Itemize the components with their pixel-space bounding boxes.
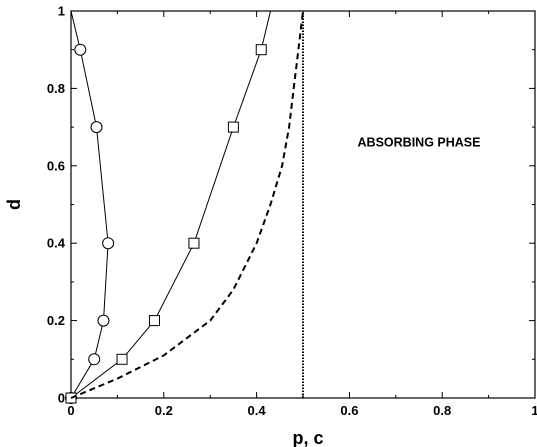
y-tick-label: 0.8 (47, 81, 65, 96)
y-tick-label: 0.4 (47, 236, 66, 251)
x-tick-label: 0.4 (248, 403, 267, 418)
annotation-layer: ABSORBING PHASE (358, 136, 481, 150)
x-tick-label: 0 (67, 403, 74, 418)
y-axis-label: d (4, 199, 24, 210)
x-axis-label: p, c (292, 428, 323, 447)
y-tick-label: 0.2 (47, 313, 65, 328)
circle-marker (88, 353, 101, 366)
circle-marker (90, 121, 103, 134)
x-tick-label: 1 (531, 403, 537, 418)
circle-marker (97, 314, 110, 327)
circle-marker (102, 237, 115, 250)
circle-marker (74, 43, 87, 56)
square-marker (149, 315, 161, 327)
series-2 (70, 10, 304, 399)
y-tick-label: 1 (58, 4, 65, 19)
series-layer (65, 10, 304, 404)
series-1-line (70, 10, 271, 399)
x-tick-label: 0.2 (155, 403, 173, 418)
series-2-line (70, 10, 304, 399)
annotation-absorbing-phase: ABSORBING PHASE (358, 136, 481, 150)
square-marker (255, 44, 267, 56)
tick-labels: 0 0.2 0.4 0.6 0.8 1 0 0.2 0.4 0.6 0.8 1 (47, 4, 537, 419)
y-tick-label: 0 (58, 391, 65, 406)
x-tick-label: 0.6 (340, 403, 358, 418)
series-1 (65, 10, 271, 404)
y-tick-label: 0.6 (47, 158, 65, 173)
series-0-line (70, 10, 109, 399)
square-marker (227, 121, 239, 133)
series-0 (65, 10, 115, 404)
square-marker (116, 353, 128, 365)
x-tick-label: 0.8 (433, 403, 451, 418)
square-marker (188, 237, 200, 249)
